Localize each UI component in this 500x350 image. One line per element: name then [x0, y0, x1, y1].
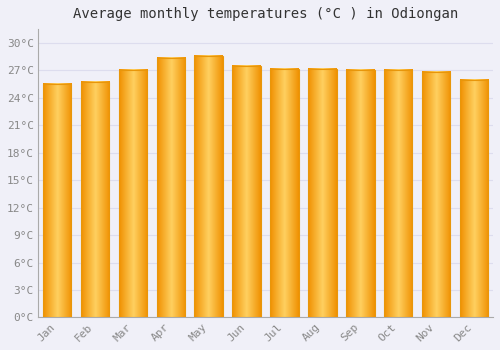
Bar — [422, 72, 450, 317]
Bar — [422, 72, 450, 317]
Bar — [43, 84, 72, 317]
Bar — [346, 70, 374, 317]
Bar — [194, 56, 223, 317]
Bar — [232, 66, 261, 317]
Title: Average monthly temperatures (°C ) in Odiongan: Average monthly temperatures (°C ) in Od… — [73, 7, 458, 21]
Bar — [460, 80, 488, 317]
Bar — [270, 69, 299, 317]
Bar — [43, 84, 72, 317]
Bar — [384, 70, 412, 317]
Bar — [81, 82, 109, 317]
Bar — [384, 70, 412, 317]
Bar — [156, 58, 185, 317]
Bar — [81, 82, 109, 317]
Bar — [460, 80, 488, 317]
Bar — [194, 56, 223, 317]
Bar — [232, 66, 261, 317]
Bar — [118, 70, 147, 317]
Bar — [346, 70, 374, 317]
Bar — [308, 69, 336, 317]
Bar — [118, 70, 147, 317]
Bar — [270, 69, 299, 317]
Bar — [308, 69, 336, 317]
Bar — [156, 58, 185, 317]
